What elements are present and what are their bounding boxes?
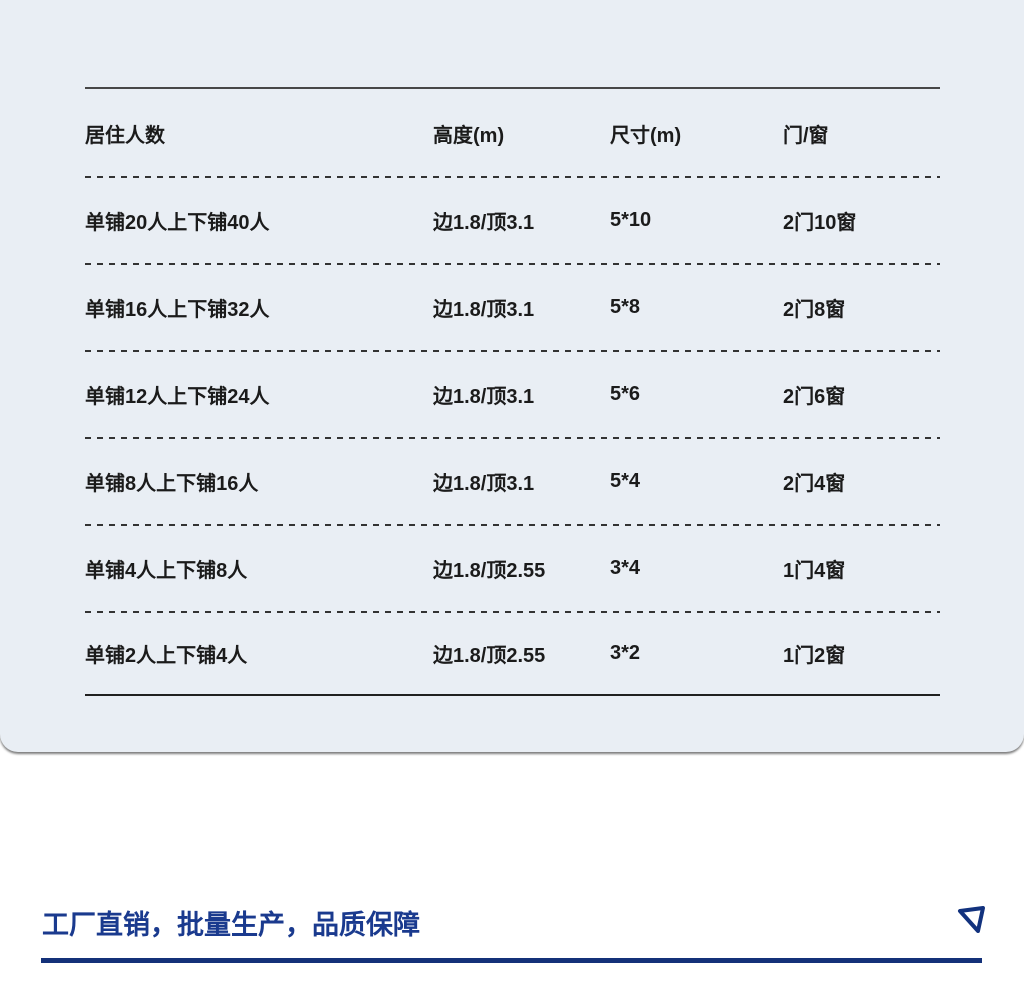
cell-height: 边1.8/顶2.55 (433, 560, 546, 582)
column-header-size: 尺寸(m) (610, 124, 682, 147)
cell-residents: 单铺2人上下铺4人 (85, 644, 248, 667)
cell-size: 5*10 (610, 209, 652, 231)
cell-residents: 单铺20人上下铺40人 (85, 212, 270, 234)
cell-size: 5*4 (610, 470, 641, 492)
cell-height: 边1.8/顶2.55 (433, 644, 546, 667)
cell-residents: 单铺12人上下铺24人 (85, 386, 270, 408)
cell-height: 边1.8/顶3.1 (433, 299, 535, 321)
column-header-residents: 居住人数 (85, 124, 165, 147)
cell-size: 5*6 (610, 383, 641, 405)
table-header-row: 居住人数 高度(m) 尺寸(m) 门/窗 (85, 89, 940, 177)
column-header-height: 高度(m) (433, 124, 505, 147)
cell-residents: 单铺16人上下铺32人 (85, 299, 270, 321)
table-row: 单铺2人上下铺4人 边1.8/顶2.55 3*2 1门2窗 (85, 611, 940, 694)
cell-height: 边1.8/顶3.1 (433, 473, 535, 495)
cell-doors-windows: 1门4窗 (783, 560, 846, 582)
footer-divider-line (41, 958, 982, 963)
table-row: 单铺20人上下铺40人 边1.8/顶3.1 5*10 2门10窗 (85, 176, 940, 264)
cell-doors-windows: 2门8窗 (783, 299, 846, 321)
spec-panel: 居住人数 高度(m) 尺寸(m) 门/窗 单铺20人上下铺40人 边1.8/顶3… (0, 0, 1024, 752)
cell-size: 3*2 (610, 641, 641, 664)
cell-doors-windows: 2门6窗 (783, 386, 846, 408)
column-header-doors-windows: 门/窗 (783, 124, 829, 147)
spec-table: 居住人数 高度(m) 尺寸(m) 门/窗 单铺20人上下铺40人 边1.8/顶3… (85, 87, 940, 696)
table-row: 单铺8人上下铺16人 边1.8/顶3.1 5*4 2门4窗 (85, 437, 940, 525)
quote-triangle-icon (954, 902, 990, 938)
cell-residents: 单铺8人上下铺16人 (85, 473, 259, 495)
cell-height: 边1.8/顶3.1 (433, 212, 535, 234)
cell-doors-windows: 2门4窗 (783, 473, 846, 495)
cell-doors-windows: 1门2窗 (783, 644, 846, 667)
table-row: 单铺12人上下铺24人 边1.8/顶3.1 5*6 2门6窗 (85, 350, 940, 438)
cell-doors-windows: 2门10窗 (783, 212, 857, 234)
table-row: 单铺4人上下铺8人 边1.8/顶2.55 3*4 1门4窗 (85, 524, 940, 612)
cell-size: 3*4 (610, 557, 641, 579)
table-row: 单铺16人上下铺32人 边1.8/顶3.1 5*8 2门8窗 (85, 263, 940, 351)
cell-height: 边1.8/顶3.1 (433, 386, 535, 408)
footer-slogan: 工厂直销，批量生产，品质保障 (42, 910, 420, 940)
cell-residents: 单铺4人上下铺8人 (85, 560, 248, 582)
cell-size: 5*8 (610, 296, 641, 318)
